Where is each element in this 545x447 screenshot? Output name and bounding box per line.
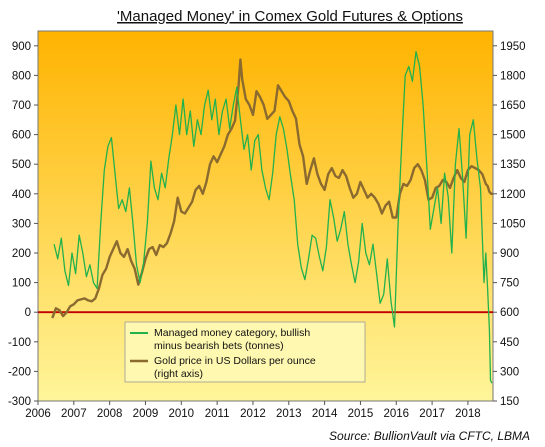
right-tick-label: 750 (500, 278, 519, 290)
x-tick-label: 2010 (169, 408, 195, 420)
right-tick-label: 1650 (500, 100, 526, 112)
x-tick-label: 2011 (205, 408, 230, 420)
left-tick-label: 500 (12, 159, 31, 171)
x-tick-label: 2013 (276, 408, 302, 420)
x-tick-label: 2015 (348, 408, 374, 420)
legend-label-managed-money-line2: minus bearish bets (tonnes) (154, 340, 284, 352)
right-tick-label: 900 (500, 248, 519, 260)
x-tick-label: 2006 (25, 408, 51, 420)
x-axis: 2006 2007 2008 2009 2010 2011 2012 2013 2014 2015… (25, 401, 481, 420)
x-tick-label: 2012 (240, 408, 266, 420)
x-tick-label: 2007 (61, 408, 87, 420)
left-tick-label: 100 (12, 278, 31, 290)
right-tick-label: 150 (500, 396, 519, 408)
right-tick-label: 1950 (500, 41, 526, 53)
chart-title: 'Managed Money' in Comex Gold Futures & … (117, 8, 463, 25)
source-note: Source: BullionVault via CFTC, LBMA (329, 429, 530, 443)
x-tick-label: 2018 (455, 408, 481, 420)
series-line-gold-price (51, 58, 493, 319)
right-tick-label: 450 (500, 337, 519, 349)
legend-label-managed-money-line1: Managed money category, bullish (154, 327, 310, 339)
right-tick-label: 1500 (500, 130, 526, 142)
left-tick-label: 400 (12, 189, 31, 201)
legend: Managed money category, bullish minus be… (124, 321, 366, 383)
left-tick-label: 200 (12, 248, 31, 260)
left-tick-label: 600 (12, 130, 31, 142)
x-tick-label: 2009 (133, 408, 159, 420)
right-axis: 150 300 450 600 750 900 1050 1200 1350 1500 1650 18… (493, 41, 526, 408)
left-axis: -300 -200 -100 0 100 200 300 400 500 600 700 800 900 (8, 41, 38, 408)
x-tick-label: 2008 (97, 408, 123, 420)
left-tick-label: -100 (8, 337, 31, 349)
x-tick-label: 2014 (312, 408, 338, 420)
left-tick-label: 0 (25, 307, 31, 319)
legend-label-gold-price-line1: Gold price in US Dollars per ounce (154, 355, 316, 367)
legend-box (124, 321, 366, 383)
series-layer (51, 51, 493, 384)
left-tick-label: -200 (8, 366, 31, 378)
left-tick-label: 700 (12, 100, 31, 112)
left-tick-label: 300 (12, 218, 31, 230)
right-tick-label: 1050 (500, 218, 526, 230)
x-tick-label: 2017 (419, 408, 445, 420)
left-tick-label: 800 (12, 70, 31, 82)
right-tick-label: 300 (500, 366, 519, 378)
right-tick-label: 1200 (500, 189, 526, 201)
right-tick-label: 1350 (500, 159, 526, 171)
x-tick-label: 2016 (383, 408, 409, 420)
legend-label-gold-price-line2: (right axis) (154, 368, 203, 380)
series-line-managed-money (53, 51, 493, 384)
right-tick-label: 1800 (500, 70, 526, 82)
right-tick-label: 600 (500, 307, 519, 319)
left-tick-label: -300 (8, 396, 31, 408)
left-tick-label: 900 (12, 41, 31, 53)
